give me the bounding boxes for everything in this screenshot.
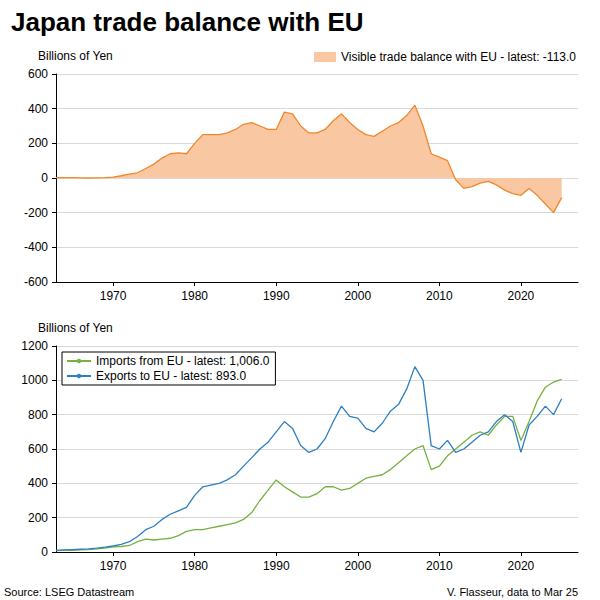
svg-text:2010: 2010 [426, 559, 453, 573]
svg-text:1980: 1980 [181, 559, 208, 573]
svg-text:-400: -400 [24, 240, 48, 254]
svg-text:200: 200 [28, 511, 48, 525]
svg-text:Visible trade balance with EU: Visible trade balance with EU - latest: … [341, 50, 576, 64]
svg-text:1990: 1990 [263, 289, 290, 303]
svg-text:0: 0 [41, 545, 48, 559]
svg-text:2020: 2020 [508, 559, 535, 573]
svg-text:1980: 1980 [181, 289, 208, 303]
svg-text:800: 800 [28, 408, 48, 422]
svg-text:2000: 2000 [344, 559, 371, 573]
svg-text:-600: -600 [24, 275, 48, 289]
svg-text:1970: 1970 [100, 289, 127, 303]
svg-text:400: 400 [28, 102, 48, 116]
svg-text:2010: 2010 [426, 289, 453, 303]
svg-text:Billions of Yen: Billions of Yen [38, 321, 113, 335]
svg-text:1200: 1200 [21, 339, 48, 353]
svg-text:600: 600 [28, 442, 48, 456]
svg-text:Japan trade balance with EU: Japan trade balance with EU [11, 7, 364, 37]
svg-text:200: 200 [28, 136, 48, 150]
svg-text:400: 400 [28, 476, 48, 490]
svg-text:Billions of Yen: Billions of Yen [38, 49, 113, 63]
svg-text:Exports to EU - latest: 893.0: Exports to EU - latest: 893.0 [96, 369, 246, 383]
svg-text:Source: LSEG Datastream: Source: LSEG Datastream [4, 586, 134, 598]
svg-text:600: 600 [28, 67, 48, 81]
svg-text:2020: 2020 [508, 289, 535, 303]
svg-text:2000: 2000 [344, 289, 371, 303]
svg-text:1000: 1000 [21, 373, 48, 387]
svg-text:Imports from EU - latest: 1,00: Imports from EU - latest: 1,006.0 [96, 354, 270, 368]
svg-text:1970: 1970 [100, 559, 127, 573]
svg-text:-200: -200 [24, 206, 48, 220]
svg-text:1990: 1990 [263, 559, 290, 573]
svg-text:0: 0 [41, 171, 48, 185]
svg-text:V. Flasseur, data to Mar 25: V. Flasseur, data to Mar 25 [447, 586, 578, 598]
